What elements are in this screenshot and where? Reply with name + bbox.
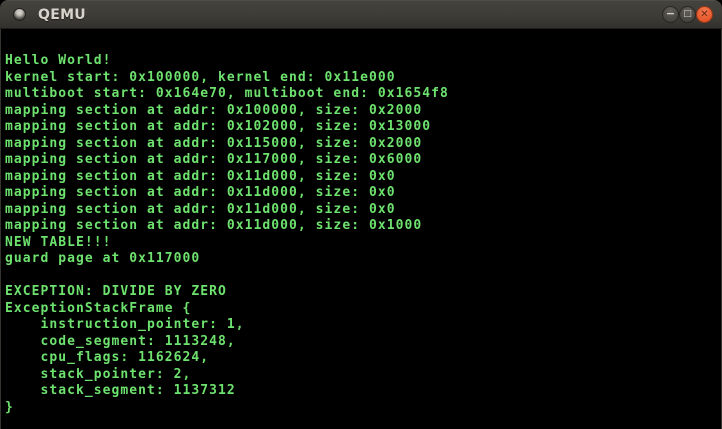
window-title: QEMU [38,6,86,23]
close-button[interactable]: ✕ [696,6,713,23]
window-controls: − □ ✕ [662,6,713,23]
close-icon: ✕ [700,8,709,20]
terminal-line: EXCEPTION: DIVIDE BY ZERO [5,284,227,299]
terminal-line: } [5,399,14,415]
terminal-output: Hello World! kernel start: 0x100000, kern… [5,53,717,416]
terminal-line: stack_segment: 1137312 [5,383,236,398]
terminal-line: mapping section at addr: 0x11d000, size:… [5,168,396,184]
maximize-button[interactable]: □ [679,6,696,23]
terminal-line: code_segment: 1113248, [5,333,236,349]
maximize-icon: □ [683,9,692,19]
terminal-line: mapping section at addr: 0x11d000, size:… [5,201,396,217]
terminal-line: Hello World! [5,53,112,68]
terminal-line: multiboot start: 0x164e70, multiboot end… [5,86,449,101]
terminal-line: mapping section at addr: 0x11d000, size:… [5,185,396,200]
terminal-line: kernel start: 0x100000, kernel end: 0x11… [5,69,396,85]
terminal-line [5,268,717,285]
terminal-line: ExceptionStackFrame { [5,300,192,316]
terminal-screen[interactable]: Hello World! kernel start: 0x100000, kern… [0,29,722,429]
terminal-line: mapping section at addr: 0x117000, size:… [5,152,423,167]
terminal-line: mapping section at addr: 0x102000, size:… [5,119,432,134]
titlebar[interactable]: QEMU − □ ✕ [0,0,722,29]
terminal-line: stack_pointer: 2, [5,366,192,382]
terminal-line: NEW TABLE!!! [5,234,112,250]
terminal-line: mapping section at addr: 0x100000, size:… [5,102,423,118]
minimize-icon: − [665,7,676,20]
terminal-line: cpu_flags: 1162624, [5,350,210,365]
minimize-button[interactable]: − [662,6,679,23]
terminal-line: mapping section at addr: 0x115000, size:… [5,135,423,151]
terminal-line: instruction_pointer: 1, [5,317,245,332]
terminal-line: guard page at 0x117000 [5,251,201,266]
terminal-line: mapping section at addr: 0x11d000, size:… [5,218,423,233]
window-orb-icon [13,8,26,21]
